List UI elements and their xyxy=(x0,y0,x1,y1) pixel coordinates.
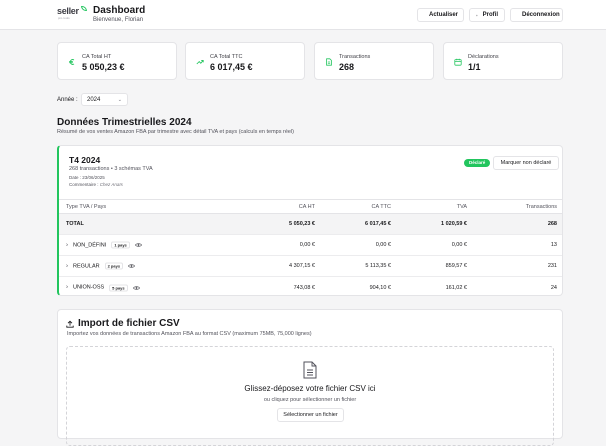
upload-icon xyxy=(66,320,74,328)
row-tva: 859,57 € xyxy=(446,263,467,269)
total-ttc: 6 017,45 € xyxy=(365,221,391,227)
country-count-badge: 5 pays xyxy=(109,284,127,291)
welcome-text: Bienvenue, Florian xyxy=(93,17,143,23)
seller-logo[interactable]: seller pro·tools xyxy=(57,7,87,22)
refresh-label: Actualiser xyxy=(429,12,458,18)
quarter-meta: 268 transactions • 3 schémas TVA xyxy=(69,166,153,172)
row-tva: 0,00 € xyxy=(452,242,467,248)
stat-value: 1/1 xyxy=(468,62,481,72)
chevron-right-icon[interactable]: › xyxy=(66,263,68,269)
total-tva: 1 020,59 € xyxy=(441,221,467,227)
quarter-comment: Commentaire : Chez Anaïs xyxy=(69,182,123,187)
col-type: Type TVA / Pays xyxy=(66,204,106,210)
euro-icon xyxy=(68,58,76,66)
comment-label: Commentaire : xyxy=(69,182,100,187)
chevron-right-icon[interactable]: › xyxy=(66,285,68,291)
app-header: seller pro·tools Dashboard Bienvenue, Fl… xyxy=(0,0,606,30)
profile-label: Profil xyxy=(483,12,498,18)
vat-type: NON_DÉFINI xyxy=(73,242,106,248)
quarter-title: T4 2024 xyxy=(69,155,100,165)
page-title: Dashboard xyxy=(93,5,145,16)
row-ht: 4 307,15 € xyxy=(289,263,315,269)
csv-title: Import de fichier CSV xyxy=(78,318,180,329)
section-subtitle: Résumé de vos ventes Amazon FBA par trim… xyxy=(57,129,294,135)
csv-dropzone[interactable]: Glissez-déposez votre fichier CSV ici ou… xyxy=(66,346,554,446)
row-transactions: 24 xyxy=(551,285,557,291)
status-badge: Déclaré xyxy=(464,159,490,167)
dropzone-subtitle: ou cliquez pour sélectionner un fichier xyxy=(67,397,553,403)
file-text-icon xyxy=(325,58,333,66)
trending-up-icon xyxy=(196,58,204,66)
table-row[interactable]: › UNION-OSS 5 pays 743,08 € 904,10 € 161… xyxy=(59,277,563,296)
col-tva: TVA xyxy=(457,204,467,210)
row-ttc: 5 113,35 € xyxy=(365,263,391,269)
col-ca-ttc: CA TTC xyxy=(372,204,391,210)
table-row-total: TOTAL 5 050,23 € 6 017,45 € 1 020,59 € 2… xyxy=(59,214,563,235)
year-label: Année : xyxy=(57,97,78,103)
stat-label: Déclarations xyxy=(468,54,499,60)
total-transactions: 268 xyxy=(548,221,557,227)
logout-label: Déconnexion xyxy=(522,12,560,18)
stat-card-transactions: Transactions 268 xyxy=(314,42,434,80)
country-count-badge: 1 pays xyxy=(111,242,129,249)
row-ttc: 0,00 € xyxy=(376,242,391,248)
csv-subtitle: Importez vos données de transactions Ama… xyxy=(67,331,312,337)
total-label: TOTAL xyxy=(66,221,84,227)
eye-icon[interactable] xyxy=(133,285,140,290)
row-ttc: 904,10 € xyxy=(370,285,391,291)
row-ht: 743,08 € xyxy=(294,285,315,291)
eye-icon[interactable] xyxy=(135,243,142,248)
comment-value: Chez Anaïs xyxy=(100,182,123,187)
table-row[interactable]: › NON_DÉFINI 1 pays 0,00 € 0,00 € 0,00 €… xyxy=(59,235,563,256)
year-select[interactable]: 2024 ⌄ xyxy=(81,93,128,106)
stat-value: 5 050,23 € xyxy=(82,62,125,72)
stat-card-declarations: Déclarations 1/1 xyxy=(443,42,563,80)
stat-card-ca-ttc: CA Total TTC 6 017,45 € xyxy=(185,42,305,80)
vat-type: REGULAR xyxy=(73,263,100,269)
col-ca-ht: CA HT xyxy=(299,204,315,210)
profile-button[interactable]: Profil xyxy=(469,8,505,22)
eye-icon[interactable] xyxy=(128,264,135,269)
stat-label: CA Total HT xyxy=(82,54,111,60)
refresh-button[interactable]: Actualiser xyxy=(417,8,464,22)
logo-subtext: pro·tools xyxy=(58,16,87,20)
section-title: Données Trimestrielles 2024 xyxy=(57,117,192,128)
csv-import-card: Import de fichier CSV Importez vos donné… xyxy=(57,309,563,439)
year-value: 2024 xyxy=(87,97,100,103)
stat-value: 268 xyxy=(339,62,354,72)
chevron-right-icon[interactable]: › xyxy=(66,242,68,248)
row-ht: 0,00 € xyxy=(300,242,315,248)
quarter-date: Date : 23/06/2025 xyxy=(69,175,105,180)
stat-label: CA Total TTC xyxy=(210,54,243,60)
stat-value: 6 017,45 € xyxy=(210,62,253,72)
col-transactions: Transactions xyxy=(526,204,557,210)
total-ht: 5 050,23 € xyxy=(289,221,315,227)
country-count-badge: 2 pays xyxy=(105,263,123,270)
mark-undeclared-button[interactable]: Marquer non déclaré xyxy=(493,156,559,170)
stat-label: Transactions xyxy=(339,54,370,60)
quarter-card: T4 2024 268 transactions • 3 schémas TVA… xyxy=(57,145,563,296)
table-header: Type TVA / Pays CA HT CA TTC TVA Transac… xyxy=(59,199,563,214)
calendar-icon xyxy=(454,58,462,66)
dropzone-title: Glissez-déposez votre fichier CSV ici xyxy=(67,384,553,393)
stat-card-ca-ht: CA Total HT 5 050,23 € xyxy=(57,42,177,80)
select-file-button[interactable]: Sélectionner un fichier xyxy=(277,408,344,422)
chevron-down-icon: ⌄ xyxy=(118,97,122,103)
row-transactions: 13 xyxy=(551,242,557,248)
row-tva: 161,02 € xyxy=(446,285,467,291)
logout-button[interactable]: Déconnexion xyxy=(510,8,563,22)
vat-type: UNION-OSS xyxy=(73,285,104,291)
row-transactions: 231 xyxy=(548,263,557,269)
table-row[interactable]: › REGULAR 2 pays 4 307,15 € 5 113,35 € 8… xyxy=(59,256,563,277)
gear-icon xyxy=(476,12,478,19)
file-icon xyxy=(303,361,317,379)
